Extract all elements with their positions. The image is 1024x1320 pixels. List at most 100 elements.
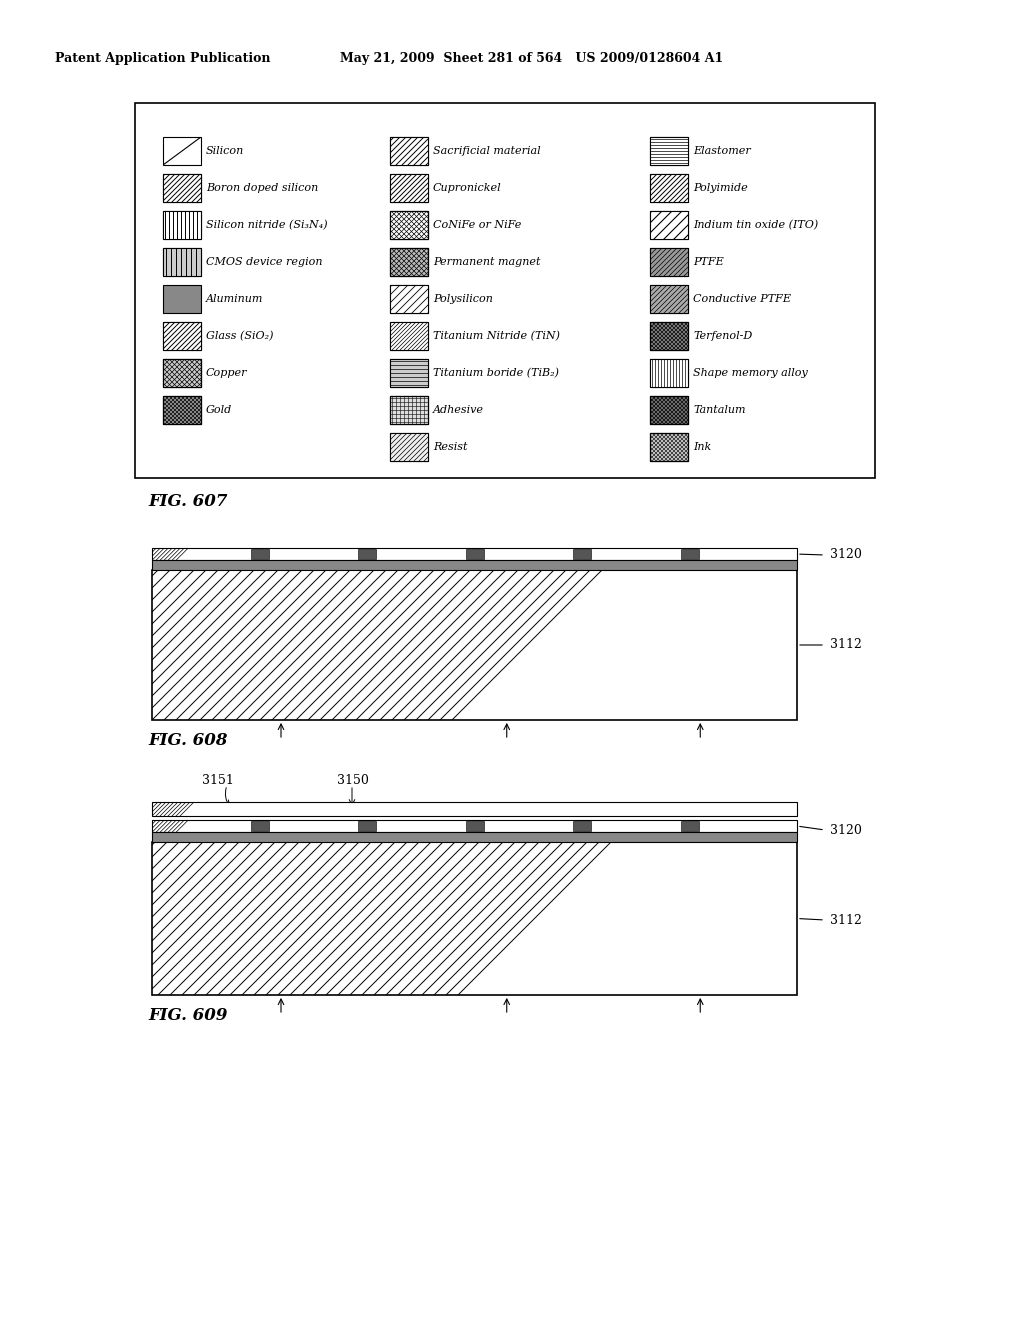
Text: Polysilicon: Polysilicon [433,294,493,304]
Bar [390,137,428,165]
Bar [650,174,688,202]
Bar [390,137,428,165]
Bar [163,248,201,276]
Bar [390,359,428,387]
Text: Silicon nitride (Si₃N₄): Silicon nitride (Si₃N₄) [206,220,328,230]
Bar [163,211,201,239]
Bar [163,322,201,350]
Bar [163,211,201,239]
Bar [163,359,201,387]
Bar [650,433,688,461]
Bar [650,248,688,276]
Bar [650,322,688,350]
Bar [390,211,428,239]
Bar [390,285,428,313]
Bar [650,359,688,387]
Bar [163,396,201,424]
Bar [650,211,688,239]
Text: CoNiFe or NiFe: CoNiFe or NiFe [433,220,521,230]
Bar [163,359,201,387]
Bar [681,821,698,832]
Bar [650,433,688,461]
Text: 3120: 3120 [830,824,862,837]
Bar [390,433,428,461]
Text: Silicon: Silicon [206,147,245,156]
Bar [163,248,201,276]
Text: Adhesive: Adhesive [433,405,484,414]
Bar [390,396,428,424]
Bar [573,821,591,832]
Bar [650,396,688,424]
Text: Cupronickel: Cupronickel [433,183,502,193]
Text: Tantalum: Tantalum [693,405,745,414]
Text: 3112: 3112 [830,913,862,927]
Bar [390,248,428,276]
Bar [650,433,688,461]
Bar [650,322,688,350]
Bar [466,821,483,832]
Bar [390,433,428,461]
Bar [390,396,428,424]
Bar [390,396,428,424]
Text: Copper: Copper [206,368,248,378]
Text: Gold: Gold [206,405,232,414]
Bar [650,174,688,202]
Bar [163,359,201,387]
Bar [650,211,688,239]
Bar [650,359,688,387]
Bar [390,359,428,387]
Bar [163,322,201,350]
Bar [390,248,428,276]
Bar [650,137,688,165]
Bar [650,285,688,313]
Text: Titanium boride (TiB₂): Titanium boride (TiB₂) [433,368,559,378]
Bar [152,548,797,560]
Text: Boron doped silicon: Boron doped silicon [206,183,318,193]
Text: 3120: 3120 [830,549,862,561]
Text: Sacrificial material: Sacrificial material [433,147,541,156]
Bar [650,137,688,165]
Bar [163,359,201,387]
Bar [163,248,201,276]
Bar [650,248,688,276]
Bar [390,211,428,239]
Text: Shape memory alloy: Shape memory alloy [693,368,808,378]
Bar [650,211,688,239]
Text: Polyimide: Polyimide [693,183,748,193]
Bar [650,322,688,350]
Bar [650,396,688,424]
Text: Indium tin oxide (ITO): Indium tin oxide (ITO) [693,220,818,230]
Text: Resist: Resist [433,442,468,451]
Bar [135,103,874,478]
Bar [390,211,428,239]
Bar [650,396,688,424]
Text: FIG. 607: FIG. 607 [148,494,227,511]
Bar [152,560,797,570]
Bar [650,433,688,461]
Bar [466,549,483,560]
Bar [152,803,797,816]
Bar [163,285,201,313]
Bar [650,137,688,165]
Bar [390,322,428,350]
Bar [152,832,797,842]
Bar [163,174,201,202]
Bar [163,174,201,202]
Text: Conductive PTFE: Conductive PTFE [693,294,791,304]
Bar [390,248,428,276]
Bar [390,137,428,165]
Bar [390,211,428,239]
Bar [650,285,688,313]
Text: Ink: Ink [693,442,712,451]
Text: 3112: 3112 [830,639,862,652]
Bar [650,322,688,350]
Bar [152,820,797,832]
Text: Glass (SiO₂): Glass (SiO₂) [206,331,273,341]
Bar [390,396,428,424]
Bar [163,396,201,424]
Bar [650,433,688,461]
Bar [390,211,428,239]
Bar [650,174,688,202]
Bar [152,570,797,719]
Bar [650,322,688,350]
